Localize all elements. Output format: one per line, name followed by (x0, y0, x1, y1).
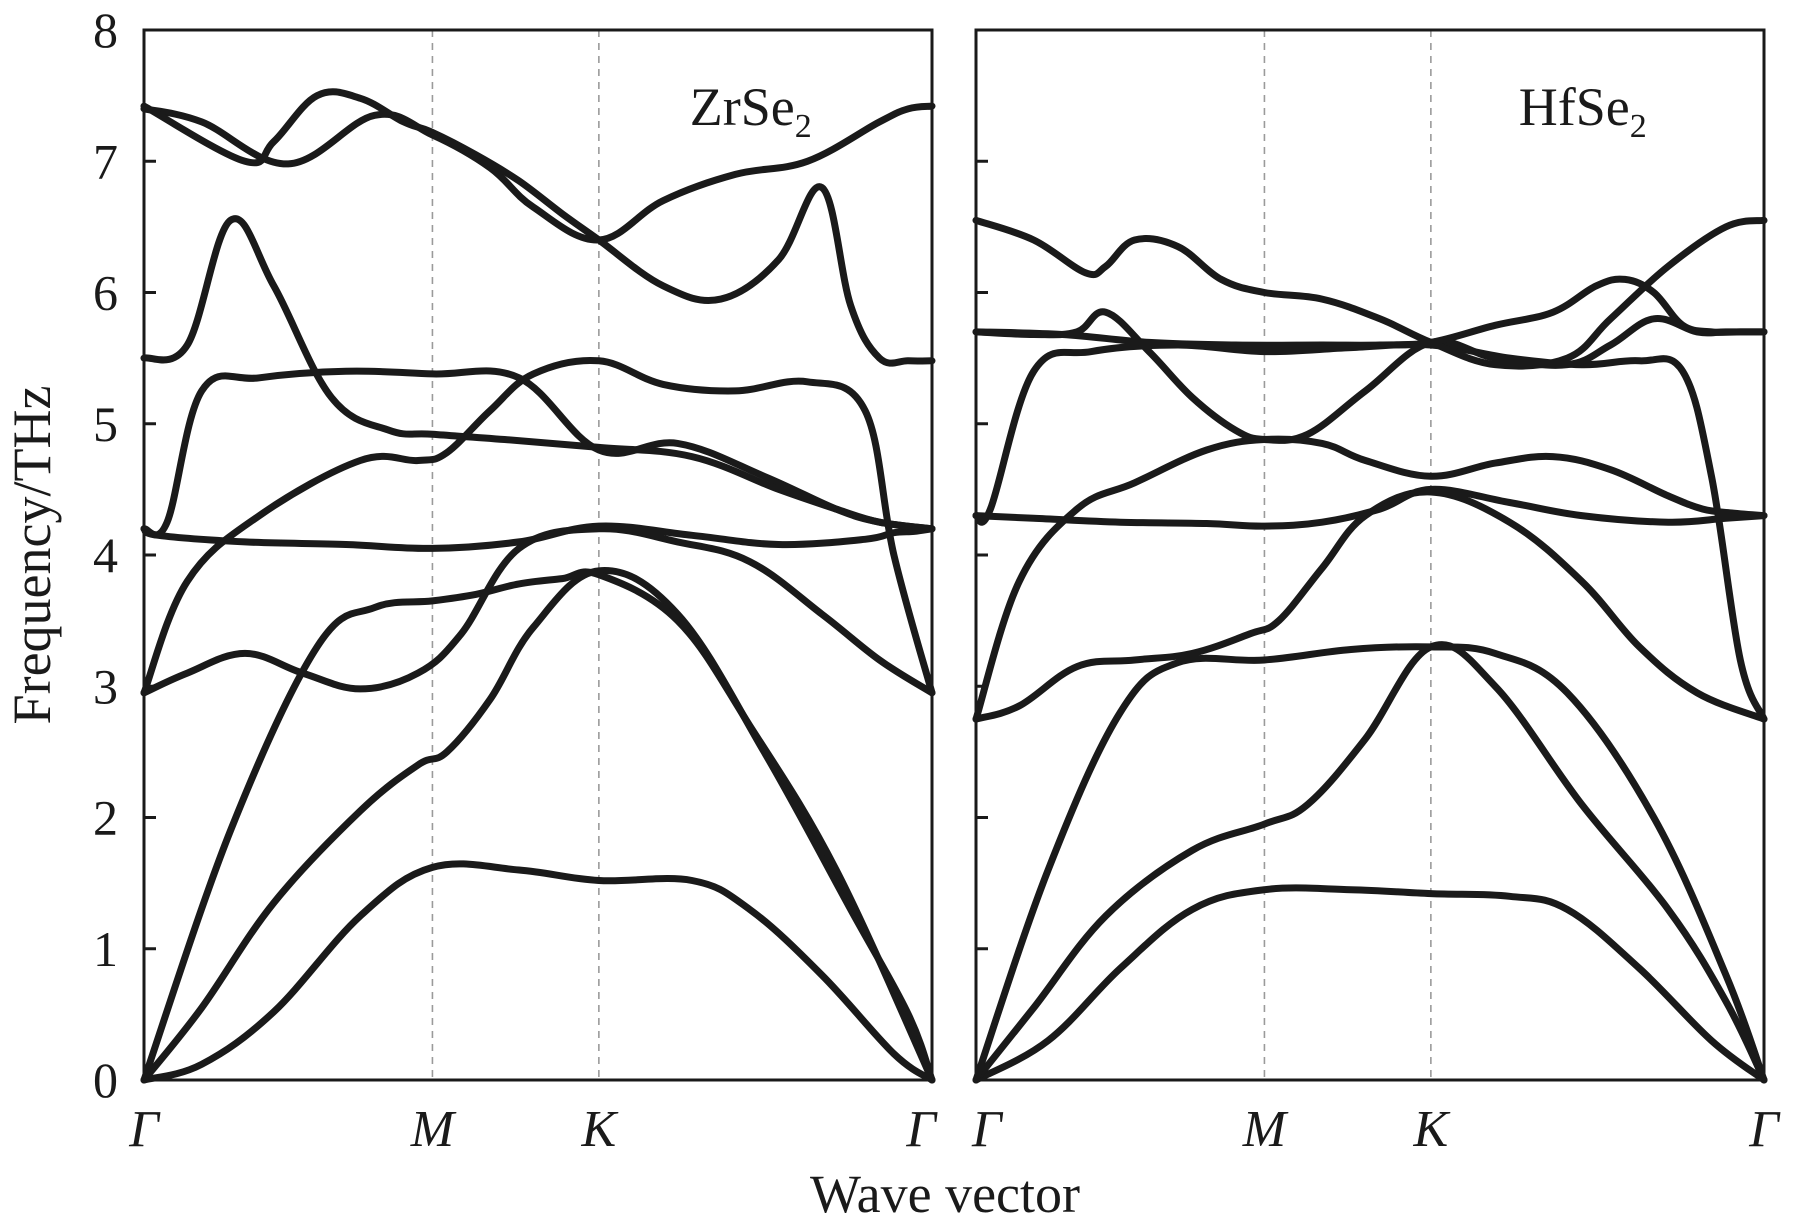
y-tick-label: 2 (93, 790, 118, 846)
k-point-label: Γ (905, 1101, 938, 1158)
band-curve-3 (972, 643, 1768, 1084)
k-point-label: K (1413, 1101, 1451, 1158)
band-curve-1 (140, 860, 936, 1084)
band-curve-4 (972, 488, 1768, 723)
band-curve-8 (972, 308, 1768, 444)
band-curve-5 (140, 522, 936, 552)
band-curve-10 (140, 88, 936, 367)
y-tick-label: 0 (93, 1052, 118, 1108)
band-curve-9 (140, 102, 936, 244)
band-curve-2 (140, 567, 936, 1084)
panel-2: HfSe2 Γ M K Γ (971, 28, 1781, 1158)
k-point-label: M (1242, 1101, 1289, 1158)
x-axis-title: Wave vector (810, 1164, 1080, 1224)
k-point-label: Γ (128, 1101, 161, 1158)
panel-frame (142, 28, 934, 1082)
y-tick-label: 6 (93, 265, 118, 321)
y-tick-label: 1 (93, 921, 118, 977)
band-curve-4 (140, 525, 936, 697)
panel-1: ZrSe2 Γ M K Γ (128, 28, 938, 1158)
panel-frame (974, 28, 1766, 1082)
panel-title: HfSe2 (1519, 77, 1647, 145)
band-curve-6 (140, 356, 936, 697)
band-curve-1 (972, 884, 1768, 1084)
band-curve-8 (140, 215, 936, 533)
band-curve-5 (972, 485, 1768, 530)
y-axis-title: Frequency/THz (2, 386, 62, 725)
band-curve-2 (972, 641, 1768, 1084)
panel-title: ZrSe2 (690, 77, 812, 145)
y-tick-label: 3 (93, 658, 118, 714)
band-curve-9 (972, 216, 1768, 370)
band-curve-3 (140, 568, 936, 1084)
y-tick-label: 4 (93, 527, 118, 583)
y-tick-label: 8 (93, 2, 118, 58)
k-point-label: Γ (1748, 1101, 1781, 1158)
k-point-label: Γ (971, 1101, 1004, 1158)
band-curve-6 (972, 435, 1768, 723)
band-curve-10 (972, 275, 1768, 349)
k-point-label: M (410, 1101, 457, 1158)
k-point-label: K (581, 1101, 619, 1158)
y-tick-label: 5 (93, 396, 118, 452)
y-tick-label: 7 (93, 133, 118, 189)
